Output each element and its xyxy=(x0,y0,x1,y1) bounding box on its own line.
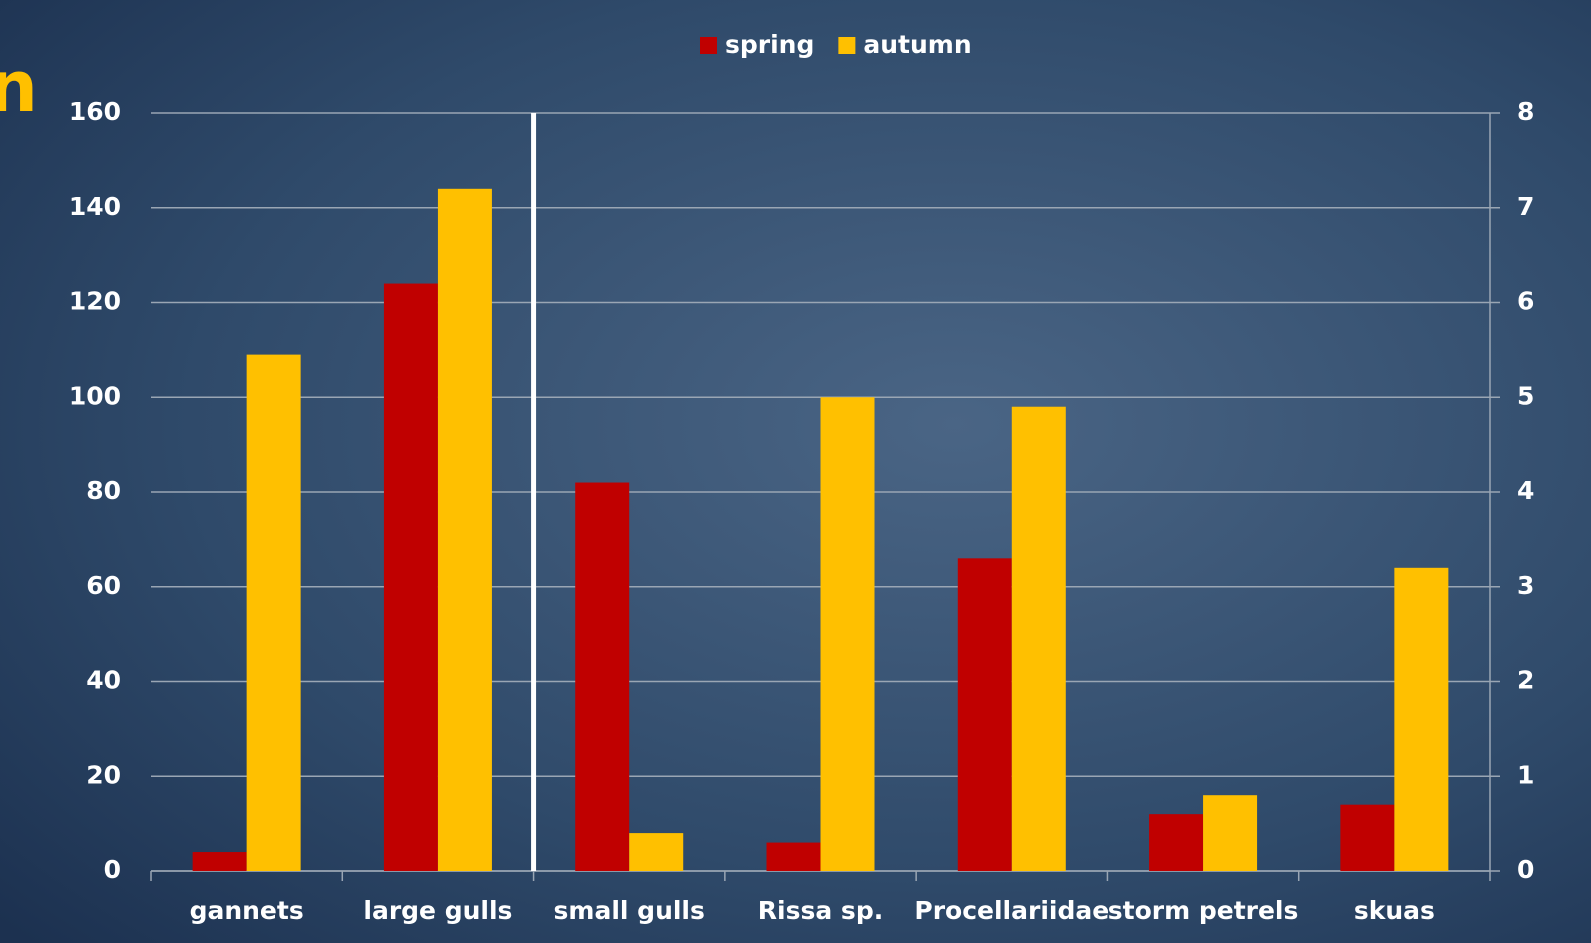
y2-tick-label: 4 xyxy=(1517,476,1534,505)
bar xyxy=(629,833,684,871)
y2-tick-label: 6 xyxy=(1517,287,1534,316)
bar xyxy=(192,852,247,871)
x-tick-label: skuas xyxy=(1354,896,1435,925)
bar xyxy=(1011,406,1066,871)
x-tick-label: small gulls xyxy=(554,896,705,925)
bar xyxy=(1340,804,1395,871)
y-tick-label: 120 xyxy=(69,287,121,316)
x-tick-label: large gulls xyxy=(363,896,512,925)
bar xyxy=(246,354,301,871)
legend-label: spring xyxy=(725,30,814,59)
bar xyxy=(383,283,438,871)
legend-label: autumn xyxy=(863,30,971,59)
y-tick-label: 160 xyxy=(69,97,121,126)
bar xyxy=(766,842,821,871)
y2-tick-label: 8 xyxy=(1517,97,1534,126)
y2-tick-label: 0 xyxy=(1517,855,1534,884)
bar xyxy=(1203,795,1258,871)
y2-tick-label: 1 xyxy=(1517,760,1534,789)
legend-swatch xyxy=(838,37,856,54)
y-tick-label: 100 xyxy=(69,381,121,410)
x-tick-label: gannets xyxy=(190,896,304,925)
y-tick-label: 40 xyxy=(86,666,121,695)
bar xyxy=(820,397,875,871)
bar xyxy=(437,188,492,872)
x-tick-label: Rissa sp. xyxy=(758,896,883,925)
y2-tick-label: 7 xyxy=(1517,192,1534,221)
y-tick-label: 0 xyxy=(104,855,121,884)
bar xyxy=(575,482,630,871)
y-tick-label: 20 xyxy=(86,760,121,789)
y-tick-label: 80 xyxy=(86,476,121,505)
y-tick-label: 60 xyxy=(86,571,121,600)
bar xyxy=(1394,567,1449,871)
x-tick-label: storm petrels xyxy=(1108,896,1299,925)
y2-tick-label: 3 xyxy=(1517,571,1534,600)
title-fragment: n xyxy=(0,46,38,128)
x-tick-label: Procellariidae xyxy=(914,896,1109,925)
y-tick-label: 140 xyxy=(69,192,121,221)
y2-tick-label: 5 xyxy=(1517,381,1534,410)
legend-swatch xyxy=(700,37,717,54)
bar xyxy=(1149,814,1204,871)
bar xyxy=(957,558,1012,871)
y2-tick-label: 2 xyxy=(1517,666,1534,695)
